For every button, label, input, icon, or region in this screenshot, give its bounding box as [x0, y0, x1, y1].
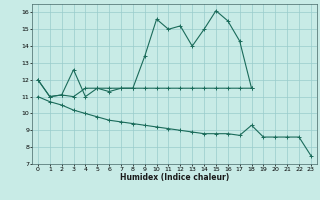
X-axis label: Humidex (Indice chaleur): Humidex (Indice chaleur) [120, 173, 229, 182]
